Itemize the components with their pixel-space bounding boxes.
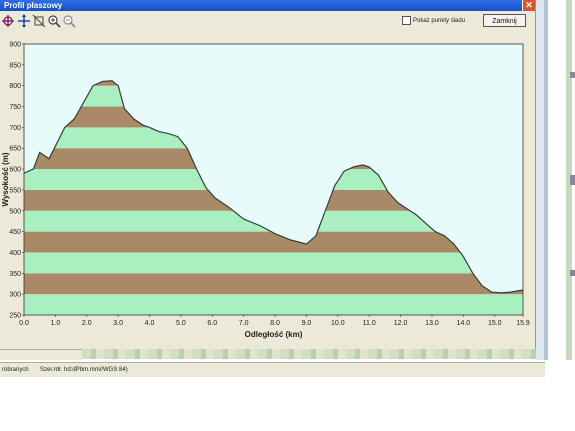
x-tick-label: 15.9 (516, 320, 530, 327)
window-close-button[interactable]: ✕ (522, 0, 535, 11)
status-selected: robranych (2, 367, 29, 373)
status-projection: Szer.rdr. hd:dPbm.mm//WGS 84) (40, 367, 128, 373)
show-track-points-label: Pokaż punkty śladu (413, 18, 466, 25)
window-title: Profil płaszowy (4, 1, 63, 10)
y-tick-label: 750 (9, 104, 21, 111)
x-tick-label: 12.0 (394, 320, 408, 327)
show-track-points-checkbox[interactable] (402, 16, 411, 25)
x-tick-label: 5.0 (176, 320, 186, 327)
rotate-icon[interactable] (32, 14, 46, 28)
y-tick-label: 250 (9, 313, 21, 320)
y-tick-label: 400 (9, 250, 21, 257)
elevation-chart: 250 300 350 400 450 500 550 600 650 700 750 800 850 9… (1, 42, 530, 340)
x-tick-label: 7.0 (239, 320, 249, 327)
elevation-band (24, 294, 523, 315)
zoom-in-icon[interactable] (47, 14, 61, 28)
toolbar (0, 11, 535, 32)
show-track-points-option[interactable]: Pokaż punkty śladu (402, 16, 465, 26)
x-tick-label: 3.0 (113, 320, 123, 327)
y-tick-label: 450 (9, 229, 21, 236)
x-tick-label: 6.0 (207, 320, 217, 327)
x-axis-ticks: 0.0 1.0 2.0 3.0 4.0 5.0 6.0 7.0 8.0 9.0 10.0 11.0 12… (19, 315, 530, 327)
x-tick-label: 4.0 (145, 320, 155, 327)
x-tick-label: 2.0 (82, 320, 92, 327)
y-tick-label: 900 (9, 42, 21, 49)
zoom-out-icon[interactable] (62, 14, 76, 28)
elevation-band (24, 231, 523, 253)
horizontal-scrollbar[interactable] (0, 349, 82, 360)
y-tick-label: 300 (9, 292, 21, 299)
elevation-band (24, 252, 523, 274)
close-button[interactable]: Zamknij (483, 14, 526, 27)
status-bar: robranych Szer.rdr. hd:dPbm.mm//WGS 84) (0, 362, 545, 377)
background-map-edge (536, 0, 575, 360)
move-icon[interactable] (17, 14, 31, 28)
elevation-profile-line (23, 80, 524, 294)
x-tick-label: 13.0 (425, 320, 439, 327)
x-tick-label: 0.0 (19, 320, 29, 327)
window-titlebar[interactable]: Profil płaszowy ✕ (0, 0, 535, 11)
y-tick-label: 800 (9, 83, 21, 90)
x-tick-label: 8.0 (270, 320, 280, 327)
x-tick-label: 10.0 (331, 320, 345, 327)
x-tick-label: 1.0 (51, 320, 61, 327)
x-tick-label: 9.0 (302, 320, 312, 327)
y-tick-label: 550 (9, 187, 21, 194)
plot-frame (23, 43, 524, 316)
profile-window: Profil płaszowy ✕ Pokaż punkty śladu Zam… (0, 0, 536, 360)
x-tick-label: 14.0 (457, 320, 471, 327)
y-tick-label: 350 (9, 271, 21, 278)
x-tick-label: 11.0 (363, 320, 376, 327)
y-tick-label: 650 (9, 146, 21, 153)
x-axis-label: Odległość (km) (245, 330, 303, 339)
crosshair-icon[interactable] (1, 14, 15, 28)
y-axis-label: Wysokość (m) (1, 152, 10, 206)
y-tick-label: 500 (9, 208, 21, 215)
y-tick-label: 600 (9, 167, 21, 174)
elevation-band (24, 273, 523, 295)
map-strip (82, 349, 536, 359)
y-tick-label: 700 (9, 125, 21, 132)
y-axis-ticks: 250 300 350 400 450 500 550 600 650 700 750 800 850 9… (9, 42, 24, 320)
x-tick-label: 15.0 (488, 320, 502, 327)
y-tick-label: 850 (9, 62, 21, 69)
